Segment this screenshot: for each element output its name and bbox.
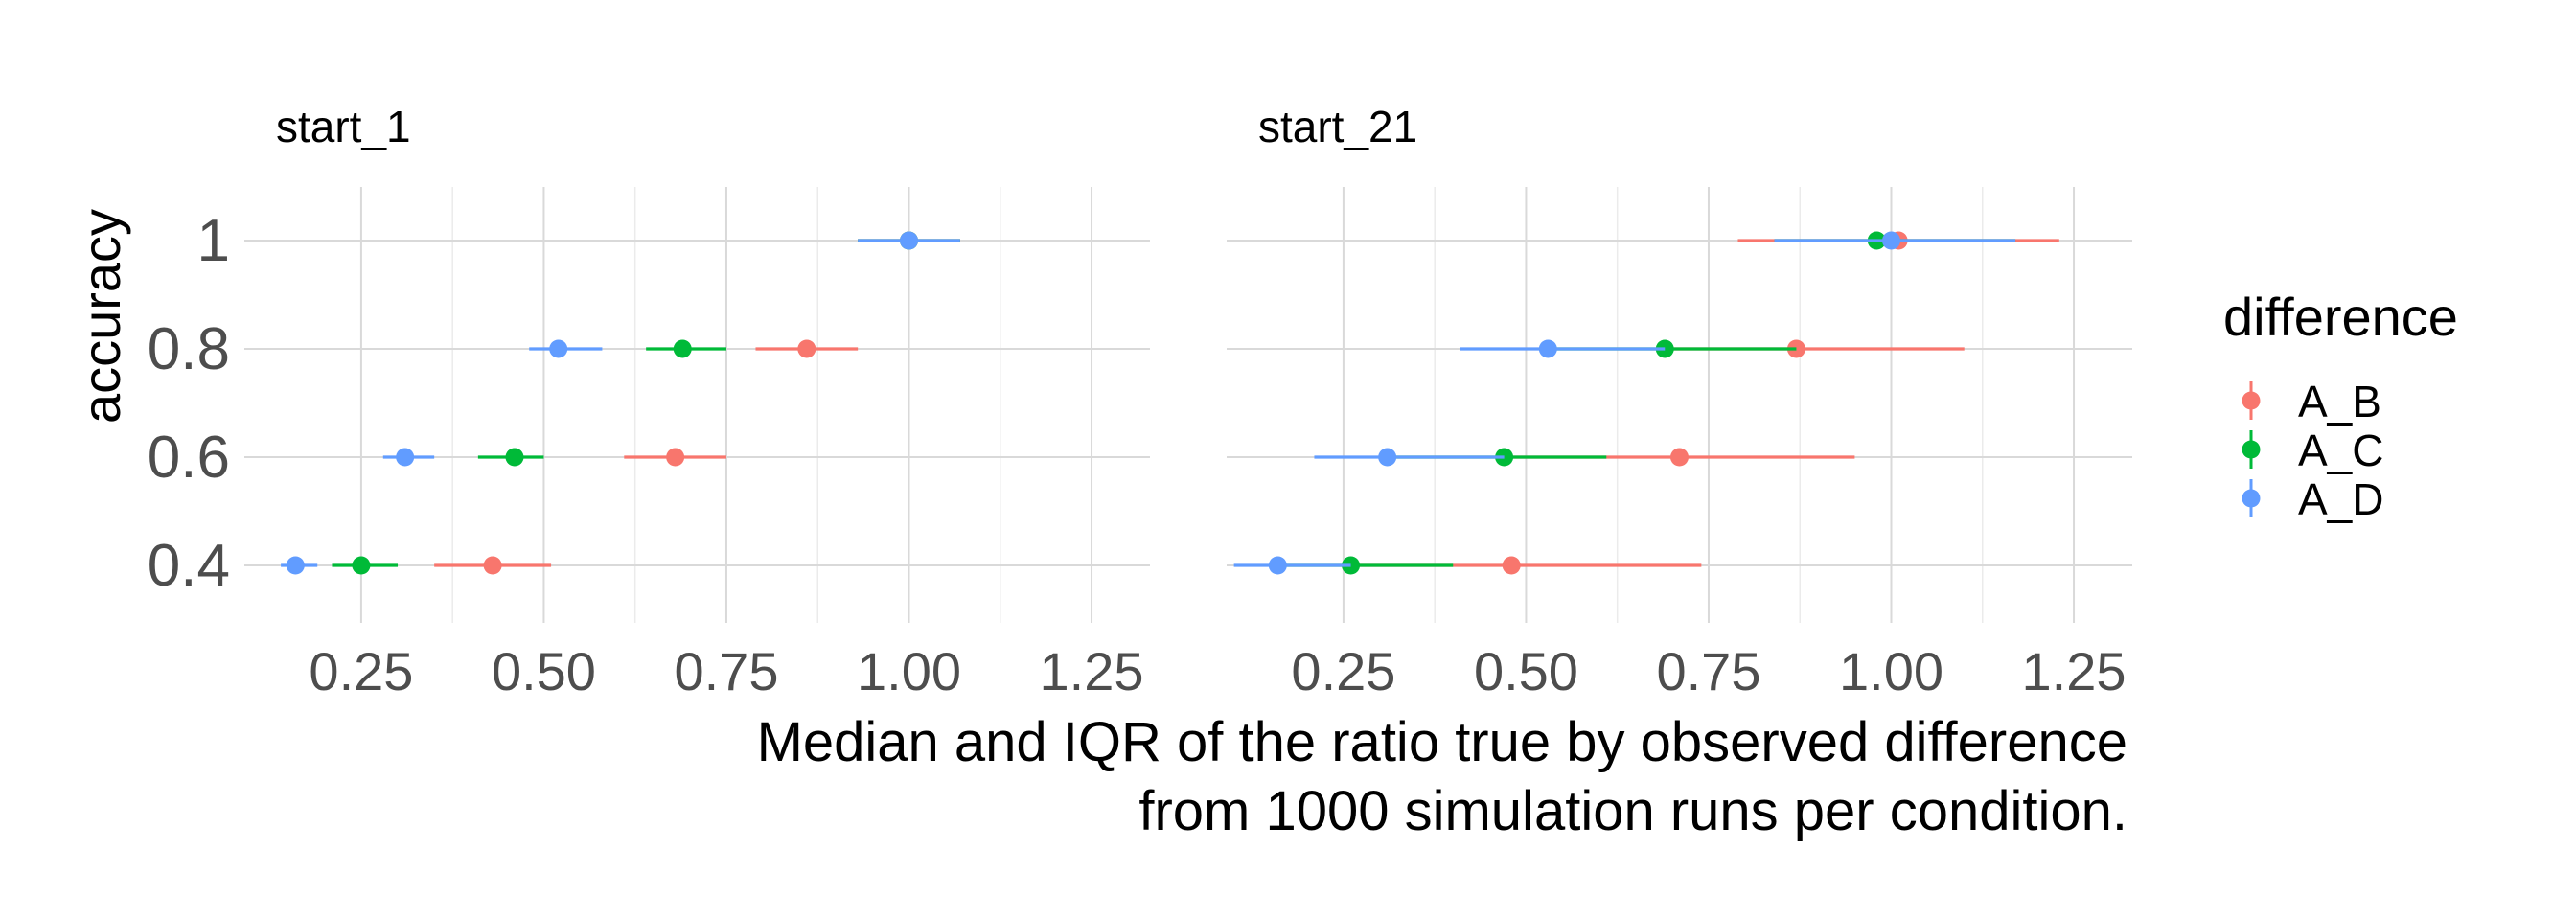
legend-item-A_B: A_B: [2242, 377, 2381, 426]
x-tick-label: 0.75: [674, 641, 778, 702]
series-A_C: [332, 231, 960, 575]
x-tick-label: 1.00: [1839, 641, 1944, 702]
median-point-A_D: [396, 448, 415, 467]
median-point-A_C: [673, 339, 692, 358]
legend-label: A_D: [2298, 474, 2383, 524]
y-tick-label: 0.4: [148, 533, 230, 599]
series-A_B: [434, 231, 960, 575]
x-axis-title-line-2: from 1000 simulation runs per condition.: [1138, 780, 2128, 842]
legend-label: A_B: [2298, 377, 2381, 426]
legend-label: A_C: [2298, 426, 2383, 475]
x-tick-label: 0.75: [1656, 641, 1760, 702]
y-tick-label: 0.6: [148, 425, 230, 491]
median-point-A_C: [505, 448, 524, 467]
median-point-A_D: [1378, 448, 1397, 467]
x-tick-label: 0.25: [1291, 641, 1395, 702]
y-axis: 0.4 0.6 0.8 1: [148, 208, 230, 599]
legend-key-point: [2242, 440, 2261, 459]
legend-title: difference: [2223, 287, 2458, 347]
legend-keys: A_BA_CA_D: [2242, 377, 2383, 524]
legend-key-point: [2242, 489, 2261, 508]
x-tick-label: 1.00: [857, 641, 961, 702]
median-point-A_D: [286, 556, 305, 575]
median-point-A_B: [1670, 448, 1689, 467]
facet-start_21: start_21 0.25 0.50 0.75 1.00 1.25: [1227, 102, 2132, 702]
median-point-A_B: [1502, 556, 1521, 575]
median-point-A_B: [666, 448, 685, 467]
median-point-A_B: [483, 556, 502, 575]
x-tick-label: 0.50: [1474, 641, 1578, 702]
x-axis-title-line-1: Median and IQR of the ratio true by obse…: [757, 711, 2128, 773]
legend-item-A_D: A_D: [2242, 474, 2383, 524]
legend-key-point: [2242, 391, 2261, 410]
facets: start_1 0.25 0.50 0.75 1.00 1.25 start_21 0.25 0…: [148, 102, 2132, 702]
series-A_B: [1350, 231, 2059, 575]
median-point-A_D: [1538, 339, 1557, 358]
median-point-A_D: [900, 231, 919, 250]
y-tick-label: 0.8: [148, 316, 230, 382]
median-point-A_D: [549, 339, 568, 358]
facet-start_1: start_1 0.25 0.50 0.75 1.00 1.25: [244, 102, 1150, 702]
y-tick-label: 1: [197, 208, 230, 274]
facet-title: start_21: [1258, 102, 1417, 151]
x-tick-label: 0.50: [492, 641, 596, 702]
legend: difference A_BA_CA_D: [2223, 287, 2458, 524]
legend-item-A_C: A_C: [2242, 426, 2383, 475]
series-A_D: [1233, 231, 2016, 575]
x-tick-label: 0.25: [309, 641, 413, 702]
y-axis-title: accuracy: [71, 209, 131, 424]
median-point-A_D: [1882, 231, 1901, 250]
x-tick-label: 1.25: [1040, 641, 1144, 702]
median-point-A_C: [352, 556, 371, 575]
series-A_D: [281, 231, 960, 575]
series-A_C: [1277, 231, 2016, 575]
facet-title: start_1: [276, 102, 411, 151]
x-tick-label: 1.25: [2022, 641, 2127, 702]
median-point-A_D: [1268, 556, 1287, 575]
median-point-A_B: [797, 339, 816, 358]
